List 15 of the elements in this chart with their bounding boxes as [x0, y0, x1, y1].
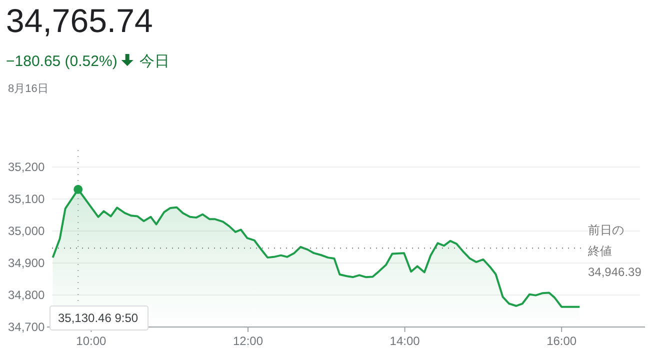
- x-tick-label: 12:00: [232, 334, 264, 348]
- ref-line-label: 前日の終値 34,946.39: [587, 223, 642, 280]
- y-tick-label: 35,200: [8, 160, 46, 174]
- x-tick-label: 14:00: [390, 334, 420, 348]
- text: 8月16日: [8, 83, 48, 95]
- y-tick-label: 34,700: [8, 320, 46, 334]
- annotation: 35,130.46 9:50: [58, 311, 138, 325]
- x-tick-label: 16:00: [546, 334, 577, 348]
- chart-title: 34,765.74: [6, 2, 153, 39]
- y-tick-label: 34,800: [8, 288, 46, 302]
- text: −180.65 (0.52%) 今日: [6, 53, 170, 70]
- x-tick-label: 10:00: [76, 334, 107, 348]
- y-tick-label: 34,900: [8, 256, 46, 270]
- y-tick-label: 35,000: [8, 224, 46, 238]
- y-tick-label: 35,100: [8, 192, 46, 206]
